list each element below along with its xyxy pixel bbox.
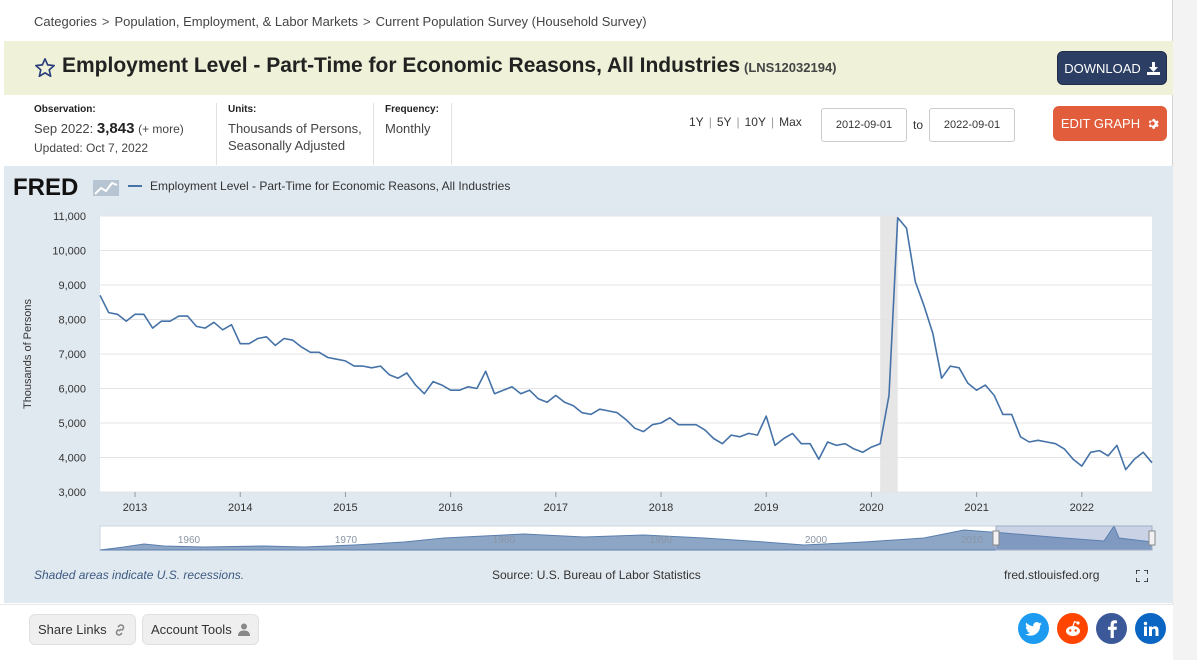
navigator-label: 2000	[805, 535, 828, 546]
observation-label: Observation:	[34, 104, 96, 115]
y-tick-label: 3,000	[58, 487, 86, 499]
units-block: Units: Thousands of Persons, Seasonally …	[228, 104, 362, 154]
link-icon	[115, 623, 124, 636]
y-tick-label: 5,000	[58, 418, 86, 430]
y-tick-label: 9,000	[58, 280, 86, 292]
range-max[interactable]: Max	[779, 115, 802, 129]
user-icon	[237, 623, 250, 636]
account-tools-button[interactable]: Account Tools	[142, 614, 259, 645]
legend-label: Employment Level - Part-Time for Economi…	[150, 179, 511, 193]
x-tick-label: 2014	[228, 502, 252, 514]
end-date-input[interactable]: 2022-09-01	[929, 108, 1015, 142]
download-label: DOWNLOAD	[1064, 60, 1141, 76]
chart-legend[interactable]: Employment Level - Part-Time for Economi…	[128, 179, 510, 193]
share-links-label: Share Links	[38, 622, 107, 637]
y-tick-label: 6,000	[58, 384, 86, 396]
navigator-label: 2010	[961, 535, 984, 546]
navigator-label: 1970	[335, 535, 358, 546]
updated-date: Updated: Oct 7, 2022	[34, 141, 149, 155]
range-links: 1Y | 5Y | 10Y | Max	[689, 115, 802, 129]
x-tick-label: 2020	[859, 502, 883, 514]
y-tick-label: 8,000	[58, 315, 86, 327]
x-tick-label: 2017	[544, 502, 568, 514]
navigator-handle	[1148, 530, 1156, 546]
chart-panel: 3,000 4,000 5,000 6,000 7,000 8,000 9,000 10,00…	[4, 166, 1173, 603]
y-tick-label: 11,000	[53, 211, 86, 223]
x-tick-label: 2013	[123, 502, 147, 514]
observation-period: Sep 2022:	[34, 121, 94, 136]
fred-logo-text: FRED	[13, 174, 78, 200]
navigator-label: 1980	[493, 535, 516, 546]
x-tick-label: 2019	[754, 502, 778, 514]
fullscreen-icon[interactable]	[1136, 570, 1148, 582]
breadcrumb-cps[interactable]: Current Population Survey (Household Sur…	[375, 14, 647, 29]
linkedin-icon[interactable]	[1135, 613, 1166, 644]
divider	[216, 103, 217, 165]
y-tick-label: 4,000	[58, 453, 86, 465]
fred-series-page: Categories > Population, Employment, & Lab…	[0, 0, 1173, 660]
divider	[451, 103, 452, 165]
series-line	[99, 216, 1153, 471]
bottom-bar: Share Links Account Tools	[0, 604, 1173, 660]
window-gutter	[1173, 0, 1197, 660]
series-title: Employment Level - Part-Time for Economi…	[62, 54, 740, 77]
twitter-icon[interactable]	[1018, 613, 1049, 644]
breadcrumb-separator: >	[362, 14, 371, 29]
edit-graph-button[interactable]: EDIT GRAPH	[1053, 106, 1167, 141]
units-line1: Thousands of Persons,	[228, 121, 362, 136]
breadcrumb: Categories > Population, Employment, & Lab…	[34, 14, 647, 29]
observation-value: 3,843	[96, 120, 135, 137]
y-axis-label: Thousands of Persons	[22, 298, 34, 409]
download-icon	[1146, 61, 1160, 75]
download-button[interactable]: DOWNLOAD	[1057, 51, 1167, 85]
navigator-label: 1990	[650, 535, 673, 546]
navigator-handle	[992, 530, 1000, 546]
facebook-icon[interactable]	[1096, 613, 1127, 644]
units-line2: Seasonally Adjusted	[228, 138, 346, 153]
star-icon[interactable]	[34, 57, 56, 79]
divider	[373, 103, 374, 165]
more-link[interactable]: (+ more)	[138, 122, 184, 136]
x-tick-label: 2021	[964, 502, 988, 514]
y-tick-label: 10,000	[52, 246, 86, 258]
account-tools-label: Account Tools	[151, 622, 232, 637]
page-title: Employment Level - Part-Time for Economi…	[62, 54, 837, 78]
breadcrumb-separator: >	[101, 14, 110, 29]
frequency-value: Monthly	[385, 121, 431, 136]
range-5y[interactable]: 5Y	[716, 115, 732, 129]
breadcrumb-categories[interactable]: Categories	[34, 14, 97, 29]
range-10y[interactable]: 10Y	[744, 115, 766, 129]
navigator-label: 1960	[178, 535, 201, 546]
series-id: (LNS12032194)	[744, 60, 837, 75]
title-bar: Employment Level - Part-Time for Economi…	[4, 41, 1173, 95]
reddit-icon[interactable]	[1057, 613, 1088, 644]
frequency-label: Frequency:	[385, 104, 439, 115]
fred-logo: FRED	[13, 174, 125, 205]
y-tick-label: 7,000	[58, 349, 86, 361]
start-date-input[interactable]: 2012-09-01	[821, 108, 907, 142]
edit-graph-label: EDIT GRAPH	[1060, 116, 1141, 131]
share-links-button[interactable]: Share Links	[29, 614, 136, 645]
range-1y[interactable]: 1Y	[689, 115, 704, 129]
observation-block: Observation: Sep 2022: 3,843 (+ more) Up…	[34, 104, 184, 157]
fred-url: fred.stlouisfed.org	[1004, 568, 1100, 582]
x-tick-label: 2022	[1070, 502, 1094, 514]
x-tick-label: 2015	[333, 502, 357, 514]
units-label: Units:	[228, 104, 257, 115]
x-tick-label: 2018	[649, 502, 673, 514]
navigator-selection	[995, 525, 1153, 551]
navigator-area	[99, 524, 1153, 551]
x-tick-label: 2016	[438, 502, 462, 514]
gear-icon	[1148, 118, 1159, 129]
breadcrumb-population[interactable]: Population, Employment, & Labor Markets	[114, 14, 358, 29]
legend-swatch	[128, 185, 142, 187]
recession-note: Shaded areas indicate U.S. recessions.	[34, 568, 245, 582]
chart[interactable]: 3,000 4,000 5,000 6,000 7,000 8,000 9,000 10,00…	[4, 166, 1173, 603]
frequency-block: Frequency: Monthly	[385, 104, 439, 137]
to-label: to	[913, 118, 924, 132]
source-note: Source: U.S. Bureau of Labor Statistics	[492, 568, 701, 582]
